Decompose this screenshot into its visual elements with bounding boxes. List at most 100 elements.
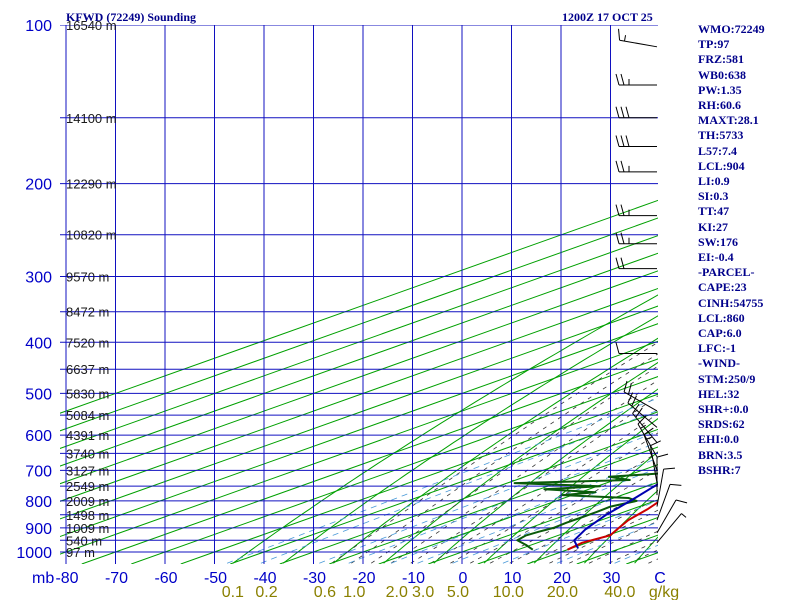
mixing-ratio-tick-label: 0.2 <box>255 584 277 600</box>
dry-adiabat-line <box>282 315 658 564</box>
moist-adiabat-line <box>331 341 658 564</box>
temperature-tick-label: -70 <box>105 570 128 587</box>
index-item: -WIND- <box>698 356 740 371</box>
sounding-time: 1200Z 17 OCT 25 <box>562 10 653 24</box>
index-item: LFC:-1 <box>698 341 736 356</box>
isotherm-line <box>131 376 658 564</box>
mixing-ratio-line <box>417 467 658 564</box>
dry-adiabat-line <box>533 451 658 564</box>
moist-adiabat-line <box>370 365 658 564</box>
wind-barb <box>615 73 657 86</box>
temperature-tick-label: 0 <box>459 570 468 587</box>
pressure-tick-label: 200 <box>25 177 52 194</box>
isotherm-line <box>378 464 658 564</box>
mixing-ratio-tick-label: 0.6 <box>314 584 336 600</box>
pressure-unit-label: mb <box>32 570 54 587</box>
wind-barb <box>649 440 661 484</box>
index-item: TH:5733 <box>698 128 744 143</box>
mixing-ratio-line <box>391 457 658 564</box>
mixing-ratio-line <box>502 500 658 564</box>
wind-barb <box>656 467 675 507</box>
pressure-tick-label: 500 <box>25 386 52 403</box>
mixing-ratio-tick-label: 10.0 <box>493 584 524 600</box>
height-tick-label: 2549 m <box>66 479 109 494</box>
mixing-ratio-tick-label: 1.0 <box>343 584 365 600</box>
wind-barb <box>643 427 658 471</box>
isotherm-line <box>60 235 658 449</box>
moist-adiabat-line <box>450 432 658 564</box>
mixing-ratio-tick-label: 20.0 <box>547 584 578 600</box>
index-item: CAP:6.0 <box>698 326 742 341</box>
wind-barb <box>615 204 657 217</box>
wind-barb <box>615 135 657 147</box>
wind-barb <box>618 28 658 48</box>
pressure-tick-label: 100 <box>25 18 52 35</box>
isotherm-line <box>60 270 658 485</box>
temperature-unit-label: C <box>654 570 666 587</box>
index-item: HEL:32 <box>698 386 740 401</box>
index-item: WMO:72249 <box>698 22 765 36</box>
isotherm-line <box>60 217 658 432</box>
index-item: WB0:638 <box>698 67 746 82</box>
wind-barb <box>615 342 657 354</box>
moist-adiabat-line <box>529 497 658 564</box>
height-tick-label: 540 m <box>66 533 102 548</box>
wind-barb <box>656 513 687 543</box>
index-item: MAXT:28.1 <box>698 113 759 128</box>
mixing-ratio-tick-label: 2.0 <box>386 584 408 600</box>
mixing-ratio-line <box>260 409 658 564</box>
isotherm-line <box>60 287 658 502</box>
index-item: L57:7.4 <box>698 143 737 158</box>
index-item: -PARCEL- <box>698 265 755 280</box>
wind-barb <box>615 106 657 119</box>
mixing-ratio-unit-label: g/kg <box>649 584 679 600</box>
mixing-ratio-tick-label: 0.1 <box>222 584 244 600</box>
wind-barb <box>656 453 669 496</box>
index-item: EI:-0.4 <box>698 250 734 265</box>
pressure-tick-label: 1000 <box>16 545 52 562</box>
isotherm-line <box>60 199 658 414</box>
stability-indices-list: WMO:72249 TP:97 FRZ:581 WB0:638 PW:1.35 RH:60… <box>698 22 765 478</box>
wind-barb <box>615 160 657 173</box>
index-item: FRZ:581 <box>698 52 744 67</box>
moist-adiabat-line <box>569 520 658 564</box>
dry-adiabat-line <box>433 388 658 564</box>
dry-adiabat-line <box>785 25 800 563</box>
index-item: EHI:0.0 <box>698 432 740 447</box>
height-tick-label: 2009 m <box>66 494 109 509</box>
index-item: CINH:54755 <box>698 295 764 310</box>
temperature-tick-label: -50 <box>204 570 227 587</box>
dry-adiabat-line <box>383 361 658 564</box>
isotherm-line <box>180 393 658 564</box>
dry-adiabat-line <box>483 417 658 564</box>
height-tick-label: 1009 m <box>66 521 109 536</box>
mixing-ratio-line <box>226 397 658 564</box>
isotherm-line <box>60 340 658 555</box>
temperature-tick-label: 20 <box>553 570 571 587</box>
temperature-tick-label: -60 <box>154 570 177 587</box>
wind-barb <box>623 380 658 412</box>
wind-barb <box>615 232 657 245</box>
moist-adiabat-line <box>430 413 658 564</box>
height-tick-label: 3740 m <box>66 446 109 461</box>
temperature-tick-label: -30 <box>303 570 326 587</box>
pressure-tick-label: 800 <box>25 494 52 511</box>
height-tick-label: 12290 m <box>66 177 117 192</box>
height-tick-label: 7520 m <box>66 335 109 350</box>
index-item: STM:250/9 <box>698 371 756 386</box>
temperature-trace <box>567 501 658 551</box>
isotherm-line <box>230 411 658 564</box>
index-item: LCL:904 <box>698 158 745 173</box>
wind-barb <box>627 392 658 428</box>
index-item: LI:0.9 <box>698 174 730 189</box>
station-title: KFWD (72249) Sounding <box>66 10 196 24</box>
pressure-tick-label: 900 <box>25 521 52 538</box>
height-tick-label: 4391 m <box>66 428 109 443</box>
dry-adiabat-line <box>584 489 658 564</box>
mixing-ratio-tick-label: 3.0 <box>412 584 434 600</box>
pressure-tick-label: 400 <box>25 335 52 352</box>
temperature-tick-label: -40 <box>253 570 276 587</box>
index-item: SRDS:62 <box>698 417 745 432</box>
height-tick-label: 10820 m <box>66 228 117 243</box>
